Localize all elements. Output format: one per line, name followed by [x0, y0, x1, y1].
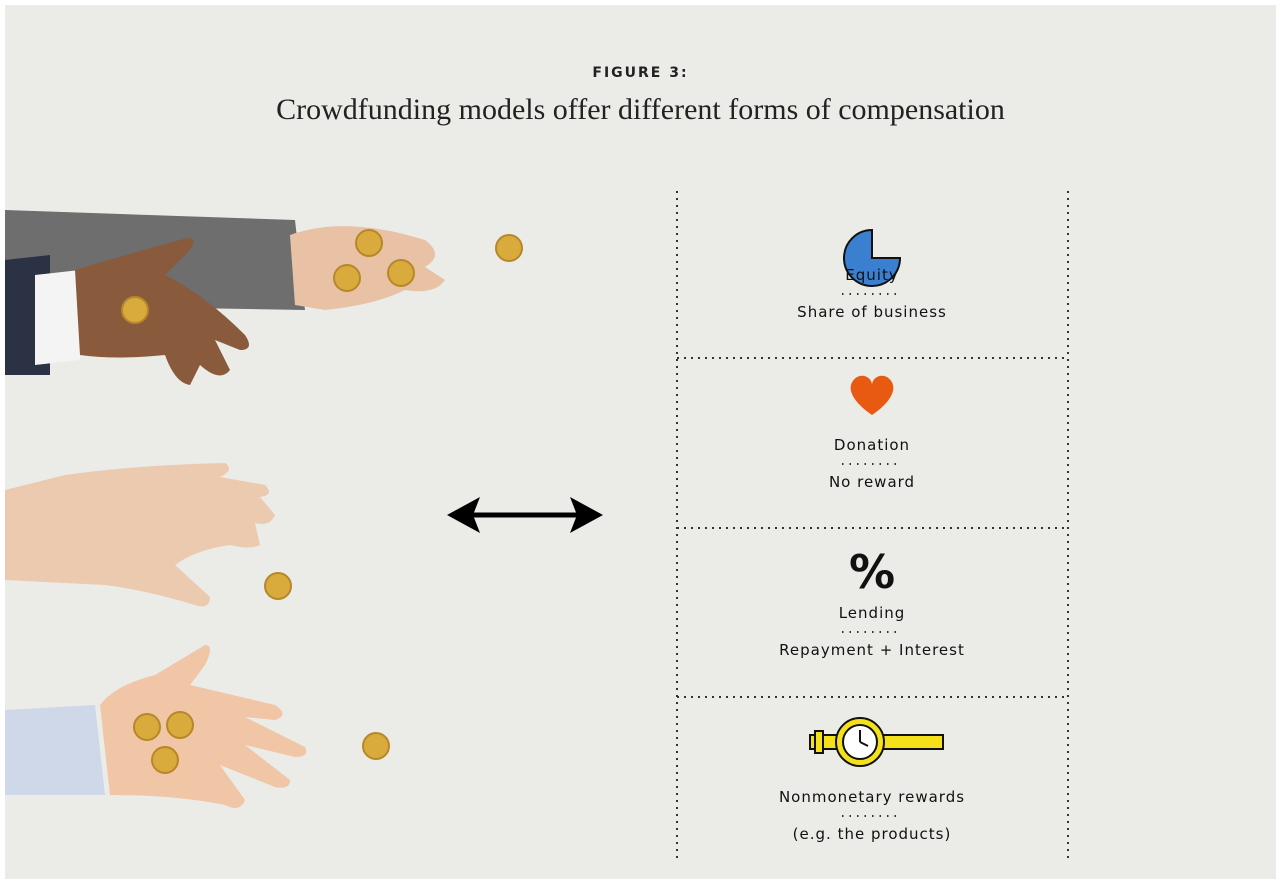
model-name: Lending: [839, 604, 906, 622]
model-name: Donation: [834, 436, 910, 454]
model-description: Repayment + Interest: [779, 641, 965, 659]
illustration: Equity Share of business Donation No reward…: [5, 5, 1276, 879]
model-name: Equity: [845, 266, 898, 284]
model-name: Nonmonetary rewards: [779, 788, 965, 806]
model-symbol: %: [849, 545, 895, 599]
donation-icon: [851, 376, 894, 415]
double-arrow: [447, 497, 603, 533]
model-description: (e.g. the products): [793, 825, 952, 843]
model-description: No reward: [829, 473, 915, 491]
infographic: FIGURE 3: Crowdfunding models offer diff…: [5, 5, 1276, 879]
watch-icon: [810, 718, 943, 766]
model-description: Share of business: [797, 303, 947, 321]
